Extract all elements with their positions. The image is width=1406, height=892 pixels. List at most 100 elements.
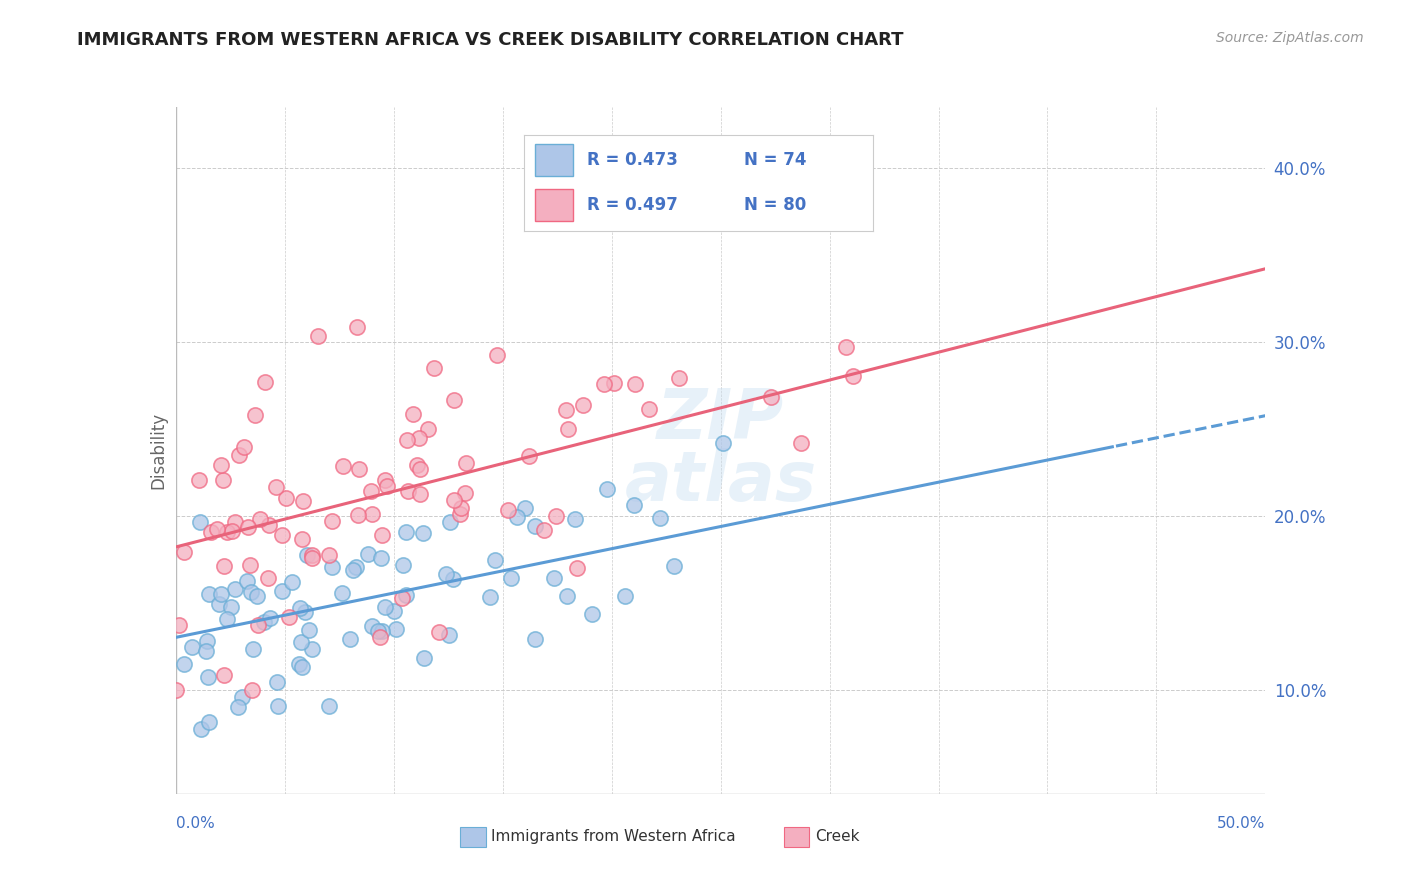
Point [278, 610, 301, 624]
Point [294, 605, 316, 619]
Point [211, 473, 233, 487]
Point [395, 525, 418, 540]
Point [346, 508, 368, 522]
Point [650, 511, 672, 525]
Point [543, 571, 565, 585]
Point [408, 431, 430, 445]
Point [761, 390, 783, 404]
Point [221, 524, 243, 538]
Point [478, 590, 501, 604]
Point [219, 599, 242, 614]
Point [207, 522, 229, 536]
Point [195, 644, 218, 658]
Point [321, 559, 343, 574]
Point [188, 515, 211, 529]
Point [318, 548, 340, 562]
Point [664, 558, 686, 573]
Point [246, 589, 269, 603]
Point [437, 628, 460, 642]
Point [454, 486, 477, 500]
Point [567, 560, 589, 574]
Point [395, 433, 418, 447]
Point [367, 624, 389, 639]
Point [280, 575, 302, 590]
Point [517, 450, 540, 464]
Text: N = 74: N = 74 [744, 152, 807, 169]
Point [668, 371, 690, 385]
Point [392, 558, 415, 573]
Point [533, 524, 555, 538]
Point [456, 456, 478, 470]
Point [287, 657, 309, 671]
Text: R = 0.497: R = 0.497 [588, 195, 678, 214]
Point [173, 544, 195, 558]
Text: IMMIGRANTS FROM WESTERN AFRICA VS CREEK DISABILITY CORRELATION CHART: IMMIGRANTS FROM WESTERN AFRICA VS CREEK … [77, 31, 904, 49]
Point [224, 516, 246, 530]
Point [224, 582, 246, 597]
Point [486, 348, 509, 362]
Point [173, 657, 195, 672]
Point [554, 403, 576, 417]
Point [242, 642, 264, 657]
Text: R = 0.473: R = 0.473 [588, 152, 678, 169]
Point [408, 462, 430, 476]
Point [450, 501, 472, 516]
Point [371, 624, 394, 638]
Point [339, 632, 361, 647]
Point [214, 667, 236, 681]
Point [301, 642, 323, 657]
Point [253, 615, 276, 630]
Point [439, 516, 461, 530]
Point [332, 586, 354, 600]
Point [264, 480, 287, 494]
Point [409, 487, 432, 501]
Point [395, 588, 418, 602]
Point [169, 618, 191, 632]
Point [637, 401, 659, 416]
Point [572, 398, 595, 412]
Point [231, 690, 253, 705]
Text: 0.0%: 0.0% [176, 816, 215, 831]
Point [593, 376, 616, 391]
Point [441, 572, 464, 586]
Point [434, 567, 457, 582]
Point [254, 376, 277, 390]
Point [443, 392, 465, 407]
Point [190, 722, 212, 736]
Point [506, 509, 529, 524]
Point [249, 511, 271, 525]
Point [524, 519, 547, 533]
Bar [534, 189, 574, 221]
Point [321, 514, 343, 528]
Point [291, 493, 314, 508]
Point [318, 699, 340, 714]
Point [301, 548, 323, 562]
Point [270, 584, 292, 599]
Point [239, 558, 262, 572]
Point [443, 492, 465, 507]
Point [217, 612, 239, 626]
Point [347, 461, 370, 475]
Point [524, 632, 547, 646]
Point [195, 633, 218, 648]
Point [373, 473, 395, 487]
Point [291, 532, 314, 546]
Point [555, 589, 578, 603]
Point [711, 436, 734, 450]
Point [596, 482, 619, 496]
Point [198, 587, 221, 601]
Point [198, 714, 221, 729]
Point [581, 607, 603, 621]
Point [842, 369, 865, 384]
Point [361, 508, 384, 522]
Point [449, 507, 471, 521]
Point [370, 551, 392, 566]
Point [209, 458, 232, 472]
Point [382, 604, 405, 618]
Point [197, 670, 219, 684]
Point [370, 630, 392, 644]
Point [228, 448, 250, 462]
Point [257, 517, 280, 532]
Text: ZIP
atlas: ZIP atlas [624, 386, 817, 515]
Point [790, 436, 813, 450]
